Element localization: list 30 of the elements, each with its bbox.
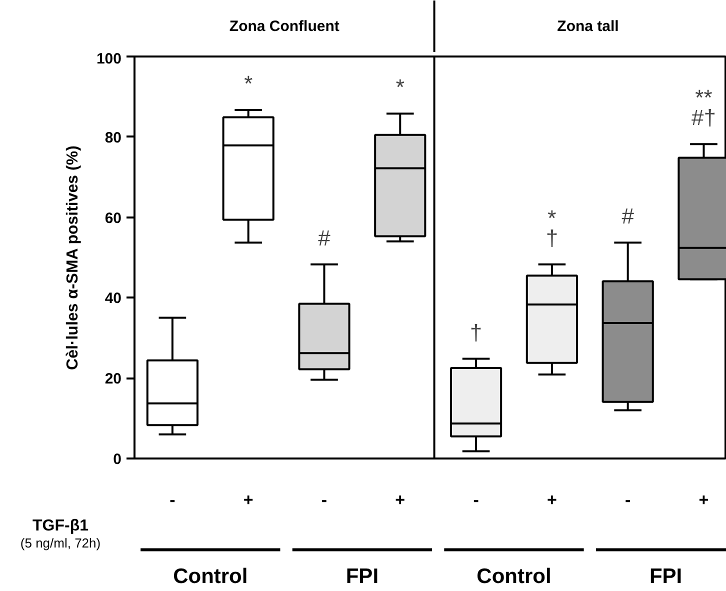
annotation: # [318,225,332,250]
y-tick-label: 40 [104,290,122,308]
x-tick-label: - [170,490,176,510]
text: Zona tall [557,18,619,35]
text: Control [476,564,552,588]
annotation: * [396,74,405,100]
annotation: ** #† [691,85,716,130]
x-tick-label: + [546,490,557,510]
x-tick-label: - [321,490,328,510]
annotation: † [470,320,482,345]
text: Control [173,564,248,588]
x-tick-label: - [625,490,631,510]
y-tick-label: 0 [113,451,122,468]
y-tick-label: 20 [104,370,122,388]
text: FPI [649,564,682,588]
text: Zona Confluent [229,18,340,35]
y-tick-label: 60 [104,210,122,227]
x-tick-label: + [243,490,254,510]
text: (5 ng/ml, 72h) [20,535,101,550]
x-tick-label: + [395,490,406,510]
annotation: * [244,70,254,96]
text: FPI [346,564,379,588]
y-tick-label: 100 [96,50,122,68]
y-axis-title: Cèl·lules α-SMA positives (%) [64,146,82,370]
annotation: # [622,204,635,229]
x-tick-label: - [473,490,479,510]
y-tick-label: 80 [104,129,122,146]
text: TGF-β1 [32,518,89,535]
annotation: * † [546,205,558,250]
x-tick-label: + [698,490,709,510]
